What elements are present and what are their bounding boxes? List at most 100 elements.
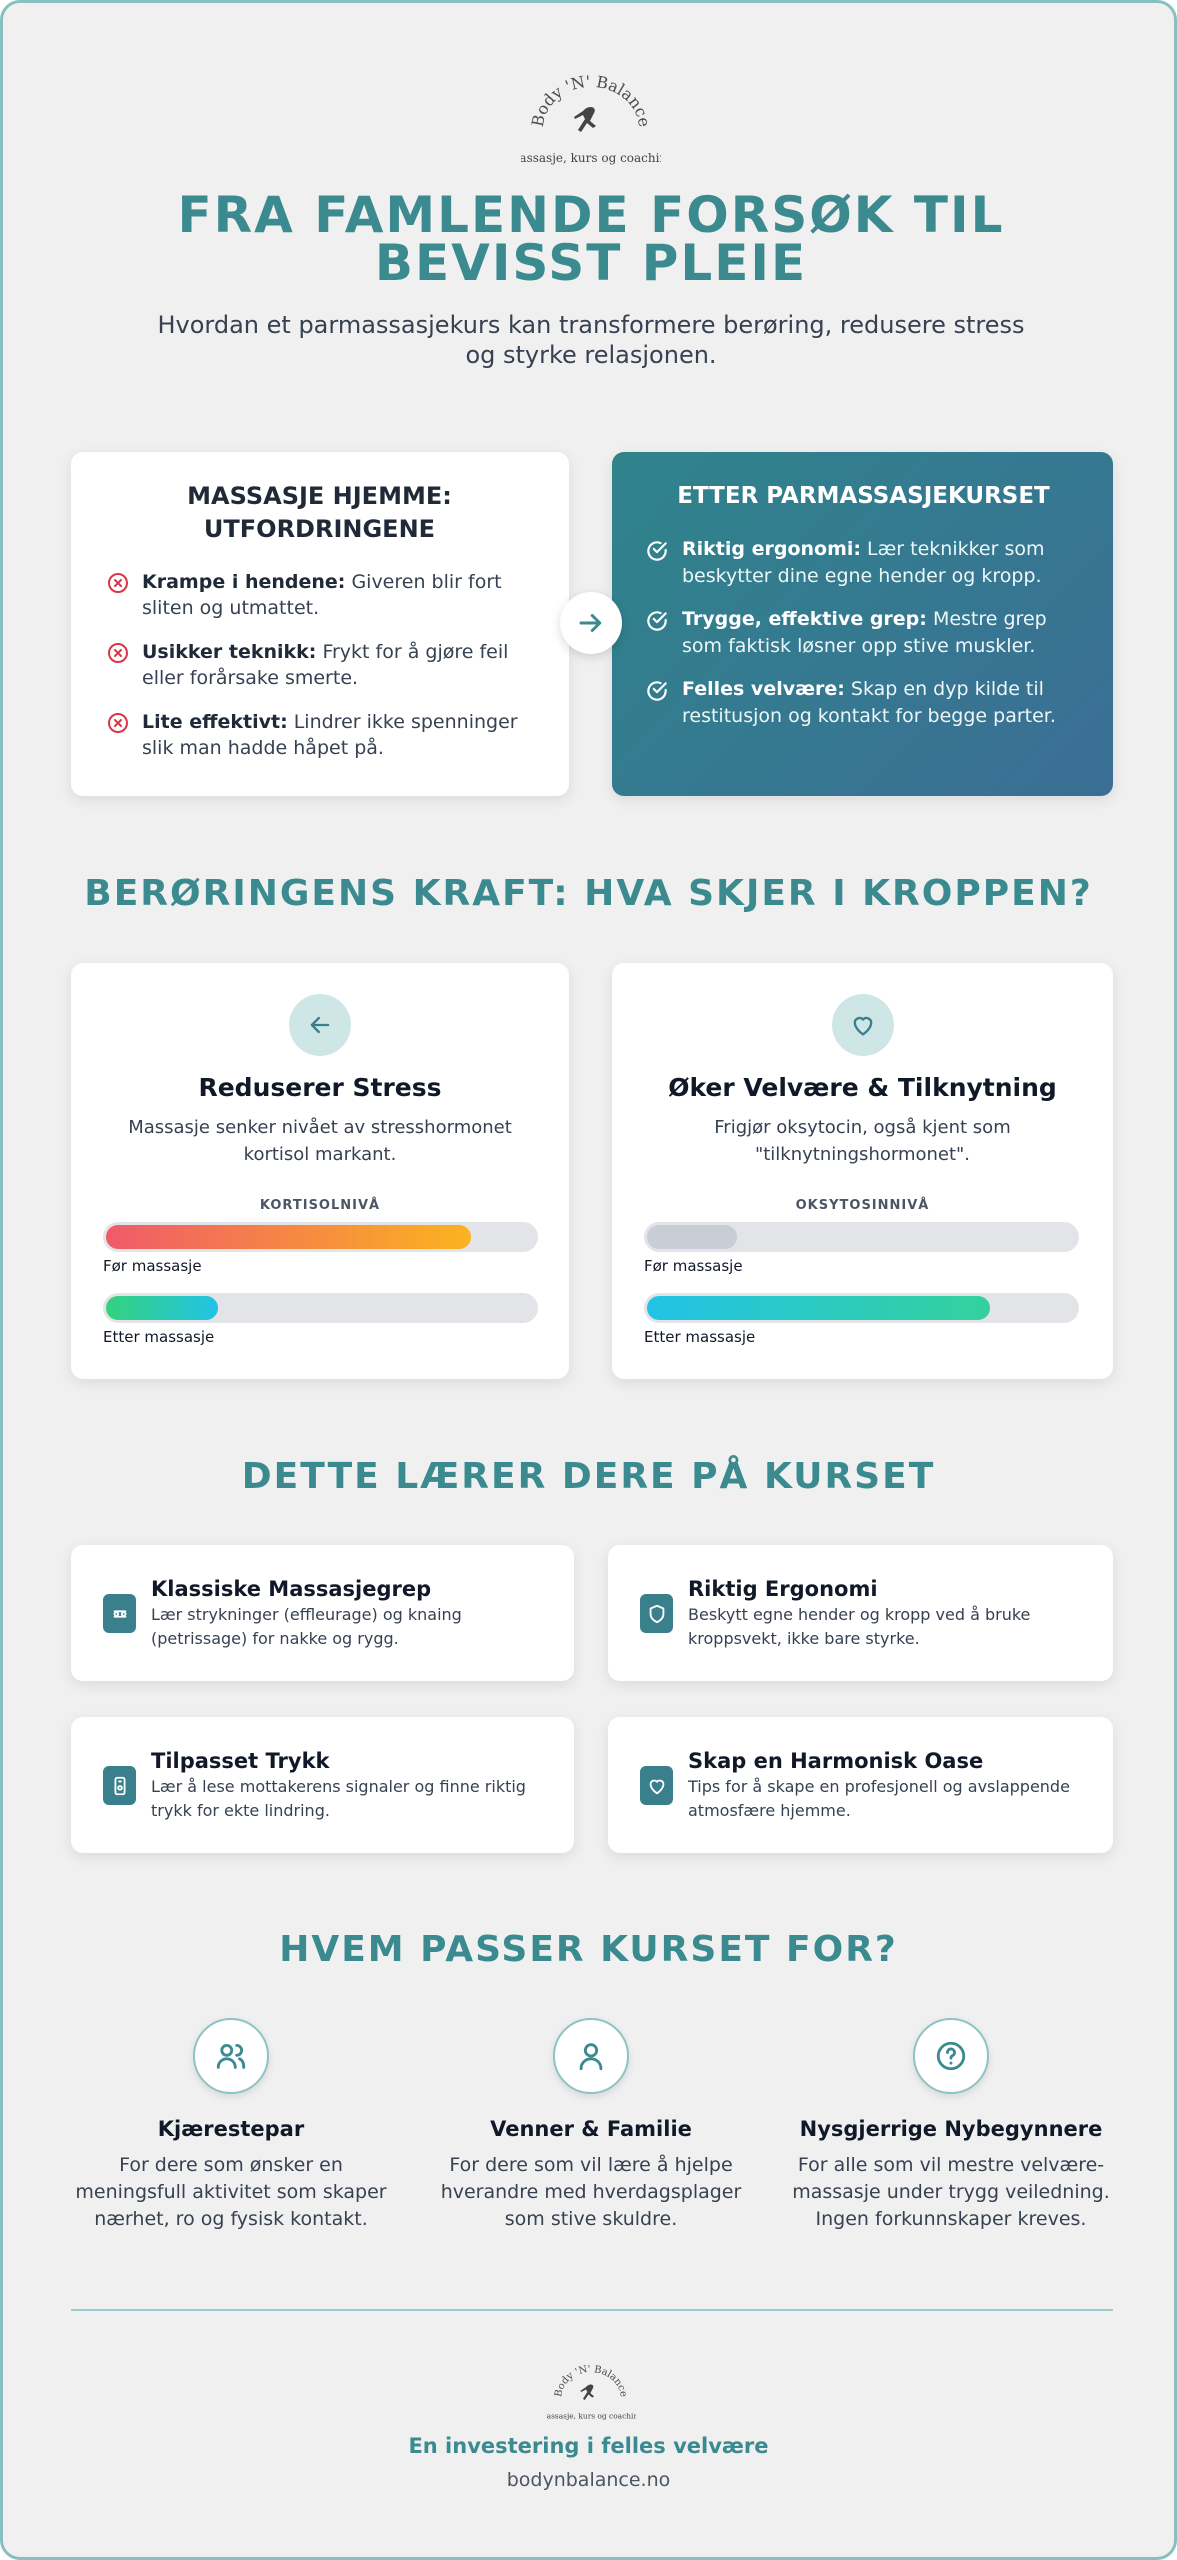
section-title: DETTE LÆRER DERE PÅ KURSET bbox=[241, 1456, 936, 1497]
item-icon bbox=[108, 713, 128, 733]
effect-glyph bbox=[853, 1016, 872, 1036]
audience-title: Nysgjerrige Nybegynnere bbox=[799, 2117, 1103, 2141]
item-icon bbox=[108, 643, 128, 663]
bar bbox=[647, 1225, 738, 1249]
arrow-icon bbox=[579, 614, 602, 632]
item-text: Lite effektivt: Lindrer ikke spenninger … bbox=[142, 709, 533, 761]
item-label: Felles velvære: bbox=[682, 678, 845, 700]
footer-logo-tagline: Massasje, kurs og coaching bbox=[546, 2412, 636, 2421]
item-description: Lær teknikker som beskytter dine egne he… bbox=[682, 538, 1045, 587]
logo-name: Body 'N' Balance bbox=[528, 72, 654, 128]
effect-title: Reduserer Stress bbox=[198, 1073, 442, 1102]
slogan: En investering i felles velvære bbox=[408, 2434, 769, 2458]
item-label: Riktig ergonomi: bbox=[682, 538, 861, 560]
footer-logo: Body 'N' Balance Massasje, kurs og coach… bbox=[546, 2364, 636, 2421]
divider bbox=[71, 2309, 1113, 2311]
item-text: Trygge, effektive grep: Mestre grep som … bbox=[682, 606, 1083, 660]
course-title: Tilpasset Trykk bbox=[151, 1749, 330, 1773]
course-text: Lær strykninger (effleurage) og knaing (… bbox=[151, 1605, 462, 1648]
effect-icon bbox=[831, 994, 894, 1056]
main-title: FRA FAMLENDE FORSØK TIL BEVISST PLEIE bbox=[177, 186, 1005, 292]
item-label: Trygge, effektive grep: bbox=[682, 608, 927, 630]
audience-group: Nysgjerrige Nybegynnere For alle som vil … bbox=[781, 2018, 1121, 2233]
item-description: Frykt for å gjøre feil eller forårsake s… bbox=[142, 641, 509, 689]
effect-title: Øker Velvære & Tilknytning bbox=[668, 1073, 1057, 1102]
after-list: Riktig ergonomi: Lær teknikker som besky… bbox=[644, 536, 1083, 730]
arrow-badge bbox=[560, 592, 622, 654]
bar-track bbox=[103, 1293, 538, 1323]
before-title: MASSASJE HJEMME: UTFORDRINGENE bbox=[187, 482, 452, 543]
course-text: Tips for å skape en profesjonell og avsl… bbox=[688, 1777, 1070, 1820]
bar bbox=[106, 1296, 218, 1320]
audience-icon bbox=[553, 2018, 629, 2094]
course-card: Klassiske Massasjegrep Lær strykninger (e… bbox=[71, 1545, 574, 1681]
website: bodynbalance.no bbox=[506, 2469, 671, 2491]
item-label: Lite effektivt: bbox=[142, 711, 288, 733]
course-icon bbox=[103, 1766, 136, 1805]
item-text: Krampe i hendene: Giveren blir fort slit… bbox=[142, 569, 533, 621]
bar-label: Før massasje bbox=[644, 1257, 743, 1275]
item-text: Usikker teknikk: Frykt for å gjøre feil … bbox=[142, 639, 533, 691]
course-icon bbox=[640, 1594, 673, 1633]
audience-text: For dere som ønsker en meningsfull aktiv… bbox=[75, 2154, 387, 2230]
list-item: Felles velvære: Skap en dyp kilde til re… bbox=[644, 676, 1083, 730]
logo-tagline: Massasje, kurs og coaching bbox=[521, 151, 661, 165]
item-description: Mestre grep som faktisk løsner opp stive… bbox=[682, 608, 1047, 657]
bar bbox=[106, 1225, 471, 1249]
item-text: Felles velvære: Skap en dyp kilde til re… bbox=[682, 676, 1083, 730]
list-item: Trygge, effektive grep: Mestre grep som … bbox=[644, 606, 1083, 660]
item-description: Lindrer ikke spenninger slik man hadde h… bbox=[142, 711, 518, 759]
effect-icon bbox=[289, 994, 351, 1056]
course-title: Klassiske Massasjegrep bbox=[151, 1577, 432, 1601]
course-card: Skap en Harmonisk Oase Tips for å skape e… bbox=[608, 1717, 1113, 1853]
item-text: Riktig ergonomi: Lær teknikker som besky… bbox=[682, 536, 1083, 590]
item-icon bbox=[647, 541, 667, 561]
list-item: Riktig ergonomi: Lær teknikker som besky… bbox=[644, 536, 1083, 590]
footer-logo-figure bbox=[580, 2384, 595, 2401]
before-list: Krampe i hendene: Giveren blir fort slit… bbox=[106, 569, 533, 761]
item-icon bbox=[108, 573, 128, 593]
course-glyph bbox=[649, 1779, 664, 1794]
logo-figure bbox=[574, 107, 596, 132]
effect-text: Frigjør oksytocin, også kjent som "tilkn… bbox=[714, 1117, 1011, 1165]
audience-title: Venner & Familie bbox=[490, 2117, 692, 2141]
item-icon bbox=[647, 681, 667, 701]
course-glyph bbox=[649, 1604, 664, 1623]
meter-label: KORTISOLNIVÅ bbox=[259, 1198, 381, 1213]
audience-glyph bbox=[216, 2043, 246, 2069]
after-card: ETTER PARMASSASJEKURSET Riktig ergonomi:… bbox=[612, 452, 1113, 796]
course-glyph bbox=[114, 1776, 125, 1795]
section-title: BERØRINGENS KRAFT: HVA SKJER I KROPPEN? bbox=[84, 873, 1093, 914]
course-card: Tilpasset Trykk Lær å lese mottakerens si… bbox=[71, 1717, 574, 1853]
audience-group: Kjærestepar For dere som ønsker en mening… bbox=[61, 2018, 401, 2233]
item-icon bbox=[647, 611, 667, 631]
bar-label: Etter massasje bbox=[103, 1328, 215, 1346]
bar-track bbox=[644, 1222, 1079, 1252]
audience-text: For alle som vil mestre velvære-massasje… bbox=[792, 2154, 1110, 2230]
audience-icon bbox=[913, 2018, 989, 2094]
audience-icon bbox=[193, 2018, 269, 2094]
item-label: Krampe i hendene: bbox=[142, 571, 346, 593]
meter-label: OKSYTOSINNIVÅ bbox=[795, 1198, 930, 1213]
audience-title: Kjærestepar bbox=[157, 2117, 305, 2141]
audience-glyph bbox=[936, 2041, 966, 2071]
list-item: Krampe i hendene: Giveren blir fort slit… bbox=[106, 569, 533, 621]
before-card: MASSASJE HJEMME: UTFORDRINGENE Krampe i … bbox=[71, 452, 569, 796]
course-icon bbox=[103, 1594, 136, 1633]
audience-glyph bbox=[579, 2043, 603, 2071]
effect-text: Massasje senker nivået av stresshormonet… bbox=[128, 1117, 512, 1165]
list-item: Lite effektivt: Lindrer ikke spenninger … bbox=[106, 709, 533, 761]
footer-logo-name-path: Body 'N' Balance bbox=[553, 2364, 629, 2398]
course-title: Riktig Ergonomi bbox=[688, 1577, 878, 1601]
bar-label: Etter massasje bbox=[644, 1328, 756, 1346]
bar-track bbox=[644, 1293, 1079, 1323]
effect-glyph bbox=[310, 1016, 330, 1034]
course-glyph bbox=[113, 1609, 126, 1618]
logo-name-path: Body 'N' Balance bbox=[528, 72, 654, 128]
course-card: Riktig Ergonomi Beskytt egne hender og kr… bbox=[608, 1545, 1113, 1681]
bar-track bbox=[103, 1222, 538, 1252]
audience-text: For dere som vil lære å hjelpe hverandre… bbox=[440, 2154, 742, 2230]
footer-logo-name: Body 'N' Balance bbox=[553, 2364, 629, 2398]
effect-card: Øker Velvære & Tilknytning Frigjør oksyto… bbox=[612, 963, 1113, 1379]
